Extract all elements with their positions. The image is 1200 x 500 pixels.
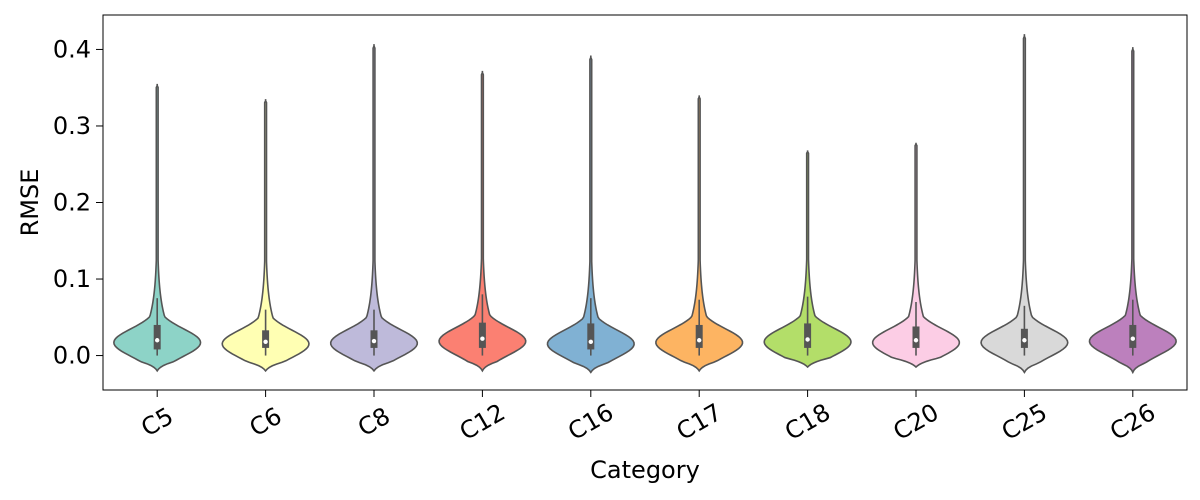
iqr-box-C18 (804, 323, 812, 348)
violins-layer (113, 34, 1177, 375)
violin-body-C12 (438, 70, 527, 373)
x-tick-label: C16 (563, 398, 618, 446)
x-axis-title: Category (590, 456, 700, 484)
iqr-box-C26 (1129, 324, 1137, 348)
y-axis: 0.0 0.1 0.2 0.3 0.4 (53, 35, 103, 370)
violin-body-C25 (980, 34, 1069, 374)
violin-body-C5 (113, 83, 202, 373)
iqr-box-C12 (478, 322, 486, 348)
iqr-box-C16 (587, 323, 595, 350)
violin-body-C26 (1088, 47, 1177, 375)
median-marker-C20 (913, 338, 919, 343)
median-marker-C25 (1022, 338, 1027, 343)
y-tick-label: 0.2 (53, 189, 91, 217)
violin-C17 (655, 95, 744, 373)
violin-C8 (329, 44, 419, 373)
violin-body-C18 (763, 150, 852, 369)
plot-frame (102, 14, 1188, 391)
violin-C5 (113, 83, 202, 373)
y-axis-title: RMSE (16, 169, 44, 237)
violin-C16 (546, 55, 635, 374)
x-axis: C5 C6 C8 C12 C16 C17 C18 C20 C25 C26 (136, 390, 1160, 446)
y-tick-label: 0.0 (53, 342, 91, 370)
violin-C25 (980, 34, 1069, 374)
violin-body-C16 (546, 55, 635, 374)
median-marker-C16 (588, 339, 593, 344)
iqr-box-C5 (153, 324, 161, 350)
x-tick-label: C8 (353, 402, 395, 442)
median-marker-C17 (697, 338, 702, 343)
x-tick-label: C17 (672, 398, 727, 446)
median-marker-C6 (263, 339, 268, 344)
x-tick-label: C25 (997, 398, 1052, 446)
x-tick-label: C18 (780, 398, 835, 446)
median-marker-C5 (155, 338, 160, 343)
median-marker-C12 (480, 336, 485, 341)
x-tick-label: C20 (889, 398, 944, 446)
median-marker-C18 (805, 337, 810, 342)
x-tick-label: C5 (136, 402, 178, 442)
violin-body-C20 (871, 142, 961, 369)
median-marker-C26 (1130, 336, 1136, 341)
y-tick-label: 0.3 (53, 112, 91, 140)
x-tick-label: C12 (455, 398, 510, 446)
violin-C18 (763, 150, 852, 369)
violin-body-C8 (329, 44, 419, 373)
median-marker-C8 (371, 338, 377, 344)
x-tick-label: C26 (1105, 398, 1160, 446)
y-tick-label: 0.4 (53, 35, 91, 63)
violin-body-C17 (655, 95, 744, 373)
violin-C6 (221, 99, 310, 373)
x-tick-label: C6 (245, 402, 287, 442)
iqr-box-C6 (262, 330, 270, 348)
y-tick-label: 0.1 (53, 265, 91, 293)
violin-C20 (871, 142, 961, 369)
iqr-box-C20 (912, 326, 920, 348)
violin-C12 (438, 70, 527, 373)
violin-body-C6 (221, 99, 310, 373)
violin-C26 (1088, 47, 1177, 375)
iqr-box-C17 (695, 324, 703, 348)
